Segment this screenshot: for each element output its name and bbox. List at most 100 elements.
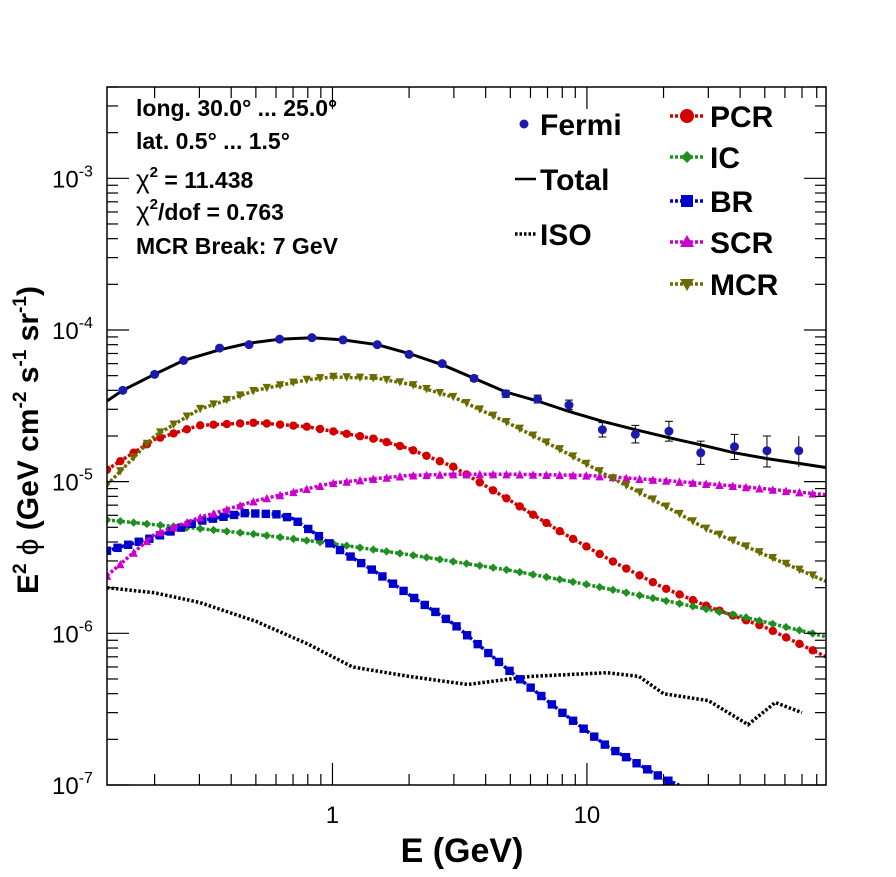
marker-scr bbox=[275, 490, 285, 500]
marker-scr bbox=[329, 478, 338, 488]
info-longitude: long. 30.0° ... 25.0° bbox=[136, 95, 337, 121]
marker-pcr bbox=[688, 595, 698, 605]
marker-mcr bbox=[715, 530, 724, 540]
fermi-point bbox=[372, 340, 382, 350]
marker-scr bbox=[116, 559, 125, 569]
marker-scr bbox=[435, 470, 445, 479]
marker-pcr bbox=[755, 620, 764, 630]
marker-mcr bbox=[156, 428, 165, 437]
marker-scr bbox=[209, 509, 218, 518]
chi-sup: 2 bbox=[150, 164, 158, 181]
marker-pcr bbox=[409, 446, 418, 455]
marker-br bbox=[123, 540, 133, 549]
marker-pcr bbox=[675, 590, 684, 599]
y-tick-label: 10-4 bbox=[52, 315, 93, 345]
marker-pcr bbox=[662, 584, 671, 594]
marker-scr bbox=[342, 477, 351, 486]
marker-pcr bbox=[635, 571, 644, 580]
marker-mcr bbox=[542, 438, 551, 447]
marker-br bbox=[357, 558, 366, 568]
marker-pcr bbox=[595, 549, 604, 559]
marker-pcr bbox=[648, 578, 658, 587]
marker-pcr bbox=[475, 478, 485, 487]
marker-mcr bbox=[116, 467, 125, 476]
y-title-s-sup: -1 bbox=[10, 349, 31, 366]
marker-br bbox=[367, 565, 377, 574]
marker-ic bbox=[568, 577, 578, 587]
marker-br bbox=[494, 657, 504, 667]
y-tick-exponent: -5 bbox=[79, 467, 93, 484]
marker-scr bbox=[142, 536, 152, 546]
fermi-point bbox=[597, 425, 607, 435]
marker-ic bbox=[249, 529, 258, 539]
legend-item-total: Total bbox=[515, 164, 609, 197]
marker-br bbox=[187, 519, 196, 529]
y-title-sr: sr bbox=[12, 313, 45, 350]
fermi-point bbox=[150, 369, 160, 379]
marker-mcr bbox=[369, 374, 378, 383]
series-mcr bbox=[107, 372, 826, 584]
chi-sup: 2 bbox=[150, 196, 158, 213]
marker-pcr bbox=[435, 457, 445, 466]
fermi-point bbox=[729, 442, 739, 452]
marker-mcr bbox=[528, 431, 538, 440]
marker-mcr bbox=[222, 395, 232, 405]
marker-br bbox=[107, 546, 112, 556]
series-fermi bbox=[118, 333, 804, 468]
marker-pcr bbox=[209, 420, 218, 429]
marker-br bbox=[261, 509, 271, 519]
marker-ic bbox=[382, 547, 391, 556]
marker-ic bbox=[648, 593, 658, 603]
marker-ic bbox=[755, 616, 764, 625]
marker-br bbox=[272, 510, 281, 519]
marker-mcr bbox=[382, 375, 391, 385]
marker-mcr bbox=[209, 400, 218, 409]
marker-scr bbox=[515, 470, 524, 479]
marker-scr bbox=[648, 475, 658, 484]
marker-br bbox=[166, 527, 175, 536]
marker-br bbox=[611, 746, 620, 756]
marker-scr bbox=[448, 470, 458, 479]
marker-pcr bbox=[116, 456, 125, 466]
marker-pcr bbox=[275, 420, 285, 429]
marker-scr bbox=[289, 487, 298, 497]
marker-mcr bbox=[622, 481, 631, 490]
marker-br bbox=[452, 622, 461, 631]
marker-mcr bbox=[728, 536, 737, 545]
marker-mcr bbox=[648, 495, 658, 504]
marker-pcr bbox=[808, 646, 817, 655]
marker-mcr bbox=[475, 405, 485, 414]
marker-scr bbox=[422, 470, 431, 480]
fermi-point bbox=[696, 448, 706, 458]
marker-mcr bbox=[502, 417, 511, 427]
marker-br bbox=[378, 572, 387, 581]
marker-scr bbox=[395, 472, 405, 481]
fermi-point bbox=[118, 385, 128, 395]
marker-ic bbox=[302, 536, 311, 545]
info-latitude: lat. 0.5° ... 1.5° bbox=[136, 128, 290, 154]
marker-pcr bbox=[222, 419, 232, 429]
y-tick-base: 10 bbox=[52, 773, 79, 800]
y-title-unit-open: (GeV cm bbox=[12, 408, 45, 538]
marker-scr bbox=[488, 469, 498, 479]
y-tick-exponent: -4 bbox=[79, 315, 93, 332]
marker-scr bbox=[528, 470, 538, 479]
marker-br bbox=[388, 579, 398, 588]
marker-mcr bbox=[142, 439, 152, 449]
marker-pcr bbox=[315, 424, 325, 434]
marker-ic bbox=[488, 563, 498, 572]
y-title-sr-sup: -1 bbox=[10, 296, 31, 313]
marker-br bbox=[399, 586, 408, 596]
marker-mcr bbox=[182, 412, 192, 421]
marker-ic bbox=[715, 607, 724, 617]
marker-ic bbox=[608, 585, 618, 595]
marker-mcr bbox=[342, 373, 351, 382]
legend-label-br: BR bbox=[710, 186, 754, 219]
marker-pcr bbox=[342, 429, 351, 439]
marker-mcr bbox=[675, 509, 684, 519]
marker-br bbox=[293, 517, 302, 526]
marker-ic bbox=[369, 545, 378, 554]
fermi-point bbox=[215, 343, 225, 353]
marker-mcr bbox=[741, 542, 751, 551]
legend-marker-fermi bbox=[519, 119, 529, 129]
